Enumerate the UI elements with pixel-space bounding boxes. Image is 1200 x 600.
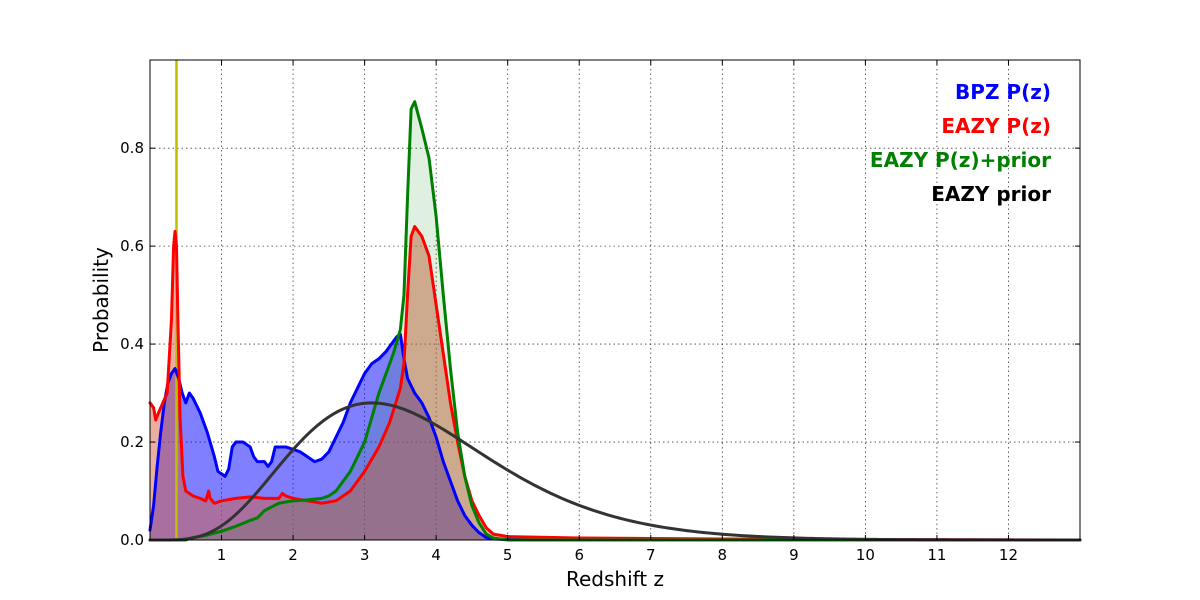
x-tick-label: 10 [856, 546, 875, 564]
series-line-eazy-p-z-prior [148, 100, 1082, 542]
series-fill-eazy-p-z [150, 226, 1080, 540]
x-tick-label: 6 [574, 546, 584, 564]
legend-label-eazy: EAZY P(z) [941, 114, 1051, 138]
legend: BPZ P(z) EAZY P(z) EAZY P(z)+prior EAZY … [870, 80, 1051, 206]
y-axis-title: Probability [89, 247, 113, 353]
x-tick-label: 4 [431, 546, 441, 564]
x-tick-label: 8 [718, 546, 728, 564]
y-tick-label: 0.6 [120, 237, 144, 255]
legend-label-bpz: BPZ P(z) [955, 80, 1051, 104]
y-tick-label: 0.2 [120, 433, 144, 451]
y-tick-label: 0.4 [120, 335, 144, 353]
x-tick-label: 7 [646, 546, 656, 564]
legend-label-eazy-prior: EAZY prior [931, 182, 1051, 206]
x-tick-label: 12 [999, 546, 1018, 564]
legend-label-eazy-prior-combined: EAZY P(z)+prior [870, 148, 1051, 172]
x-tick-label: 9 [789, 546, 799, 564]
series-lines [148, 100, 1082, 542]
x-tick-label: 3 [360, 546, 370, 564]
y-tick-label: 0.0 [120, 531, 144, 549]
x-axis-title: Redshift z [566, 567, 664, 591]
axis-ticks: 1 2 3 4 5 6 7 8 9 10 11 120.00.20.40.60.8 [120, 60, 1080, 564]
y-tick-label: 0.8 [120, 139, 144, 157]
x-tick-label: 1 [217, 546, 227, 564]
plot-frame [149, 59, 1081, 541]
x-tick-label: 5 [503, 546, 513, 564]
x-tick-label: 2 [288, 546, 298, 564]
x-tick-label: 11 [927, 546, 946, 564]
series-fill-eazy-p-z-prior [150, 101, 1080, 540]
